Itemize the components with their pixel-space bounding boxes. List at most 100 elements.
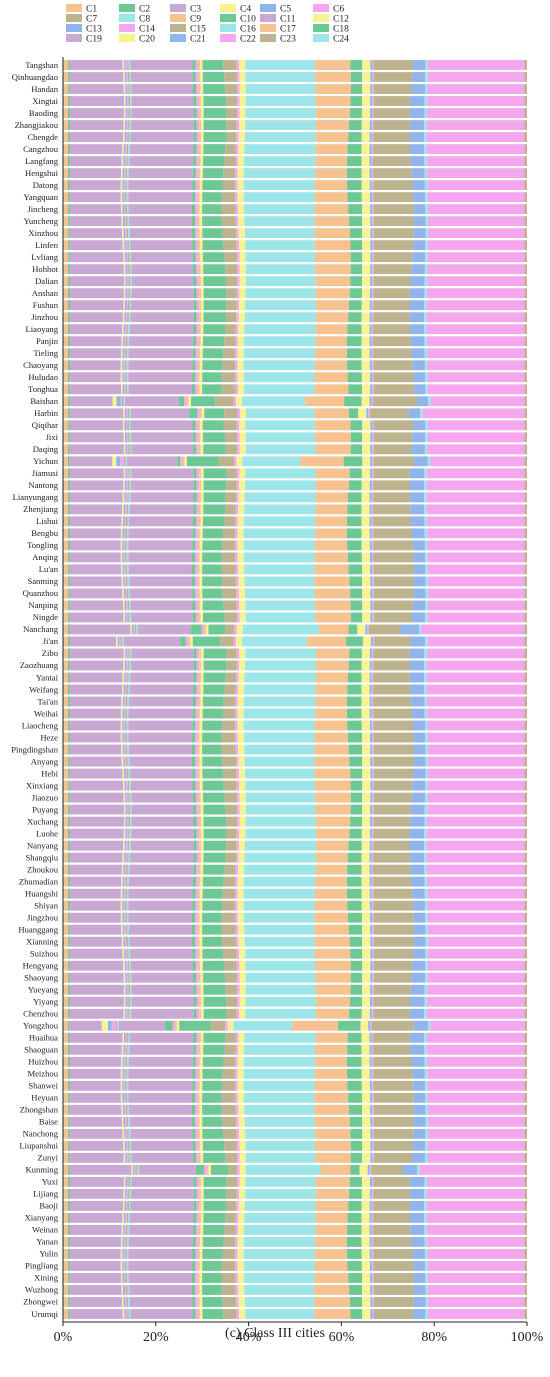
legend-swatch-c10 xyxy=(220,14,236,22)
bar-segment xyxy=(116,456,121,467)
bar-segment xyxy=(524,1237,527,1247)
bar-segment xyxy=(197,924,200,935)
bar-segment xyxy=(125,804,128,815)
bar-segment xyxy=(524,564,527,575)
bar-segment xyxy=(69,420,123,431)
bar-segment xyxy=(424,1056,428,1067)
bar-segment xyxy=(126,648,129,659)
bar-segment xyxy=(131,444,194,455)
bar-segment xyxy=(235,372,238,383)
bar-segment xyxy=(67,852,70,863)
bar-segment xyxy=(69,312,123,323)
bar-segment xyxy=(361,1188,370,1199)
bar-segment xyxy=(524,420,527,431)
bar-segment xyxy=(68,204,70,215)
bar-segment xyxy=(239,1008,246,1019)
bar-segment xyxy=(237,1273,245,1283)
bar-segment xyxy=(373,1176,410,1187)
bar-segment xyxy=(369,288,372,299)
bar-segment xyxy=(524,336,527,347)
bar-segment xyxy=(120,396,122,407)
bar-segment xyxy=(63,732,69,743)
bar-segment xyxy=(427,360,525,371)
bar-segment xyxy=(123,972,126,983)
bar-segment xyxy=(413,1309,426,1319)
bar-segment xyxy=(412,1140,426,1151)
bar-segment xyxy=(69,528,122,539)
bar-segment xyxy=(101,1020,108,1031)
city-label: Heze xyxy=(40,732,58,742)
bar-segment xyxy=(197,912,200,923)
bar-yueyang xyxy=(63,984,527,995)
bar-segment xyxy=(125,852,128,863)
city-label: Pingliang xyxy=(25,1261,59,1271)
bar-segment xyxy=(362,1273,371,1283)
bar-segment xyxy=(370,84,373,94)
bar-segment xyxy=(127,204,129,215)
bar-segment xyxy=(320,1164,351,1175)
bar-segment xyxy=(524,792,527,803)
bar-segment xyxy=(68,924,70,935)
bar-segment xyxy=(128,240,131,251)
bar-segment xyxy=(350,780,363,791)
bar-segment xyxy=(202,252,225,263)
bar-segment xyxy=(126,1044,128,1055)
bar-segment xyxy=(245,468,316,479)
bar-segment xyxy=(314,1273,349,1283)
bar-segment xyxy=(427,804,525,815)
bar-segment xyxy=(315,696,347,707)
bar-segment xyxy=(361,864,370,875)
bar-segment xyxy=(361,708,370,719)
bar-segment xyxy=(202,1309,224,1319)
bar-segment xyxy=(69,780,124,791)
bar-nanchong xyxy=(63,1128,527,1139)
bar-segment xyxy=(414,924,426,935)
bar-segment xyxy=(63,876,68,887)
bar-segment xyxy=(122,168,125,179)
bar-segment xyxy=(127,564,129,575)
bar-segment xyxy=(128,432,130,443)
bar-segment xyxy=(126,1188,129,1199)
bar-segment xyxy=(371,336,374,347)
bar-segment xyxy=(236,228,239,239)
bar-segment xyxy=(225,1032,236,1043)
bar-segment xyxy=(203,336,225,347)
bar-segment xyxy=(524,1032,527,1043)
bar-segment xyxy=(524,1176,527,1187)
bar-segment xyxy=(69,1104,122,1115)
bar-segment xyxy=(195,600,199,611)
bar-segment xyxy=(413,936,426,947)
bar-segment xyxy=(68,444,70,455)
legend-swatch-c17 xyxy=(260,24,276,32)
bar-segment xyxy=(123,960,125,971)
bar-segment xyxy=(373,696,412,707)
bar-segment xyxy=(200,1213,204,1223)
bar-segment xyxy=(244,1297,315,1307)
bar-segment xyxy=(222,1249,236,1259)
bar-segment xyxy=(196,144,199,154)
bar-segment xyxy=(124,936,127,947)
bar-segment xyxy=(222,720,236,731)
bar-segment xyxy=(120,732,123,743)
bar-segment xyxy=(195,180,198,191)
bar-segment xyxy=(126,720,129,731)
bar-segment xyxy=(372,384,374,395)
bar-segment xyxy=(369,300,372,311)
bar-segment xyxy=(226,276,238,287)
city-label: Liupanshui xyxy=(19,1141,58,1151)
bar-chenzhou xyxy=(63,1008,527,1019)
bar-segment xyxy=(127,348,129,359)
bar-segment xyxy=(128,696,193,707)
bar-segment xyxy=(116,396,121,407)
bar-segment xyxy=(235,168,238,179)
bar-segment xyxy=(125,648,127,659)
bar-segment xyxy=(221,732,236,743)
bar-segment xyxy=(69,1309,123,1319)
city-label: Urumqi xyxy=(31,1309,58,1319)
bar-segment xyxy=(412,888,425,899)
bar-segment xyxy=(202,744,222,755)
bar-segment xyxy=(128,468,130,479)
bar-segment xyxy=(414,216,426,227)
bar-segment xyxy=(236,288,240,299)
bar-segment xyxy=(202,732,222,743)
